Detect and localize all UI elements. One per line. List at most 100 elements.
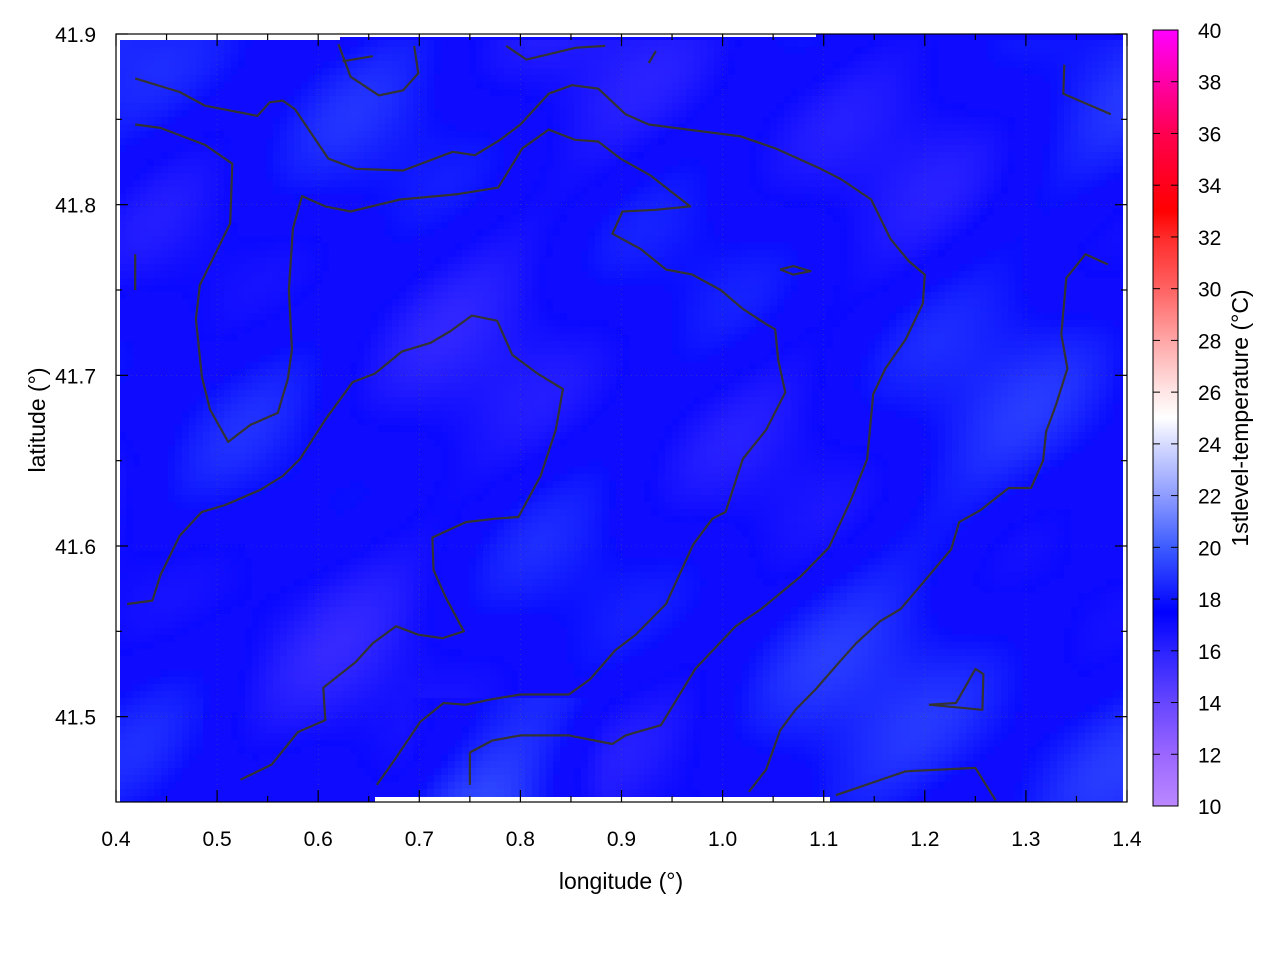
field-cell [616,264,623,271]
field-cell [1057,96,1064,103]
field-cell [336,75,343,82]
field-cell [224,313,231,320]
field-cell [889,327,896,334]
field-cell [658,236,665,243]
field-cell [812,82,819,89]
field-cell [518,89,525,96]
field-cell [749,173,756,180]
field-cell [126,68,133,75]
field-cell [385,348,392,355]
field-cell [665,110,672,117]
field-cell [658,96,665,103]
field-cell [847,152,854,159]
field-cell [931,152,938,159]
field-cell [581,257,588,264]
field-cell [497,383,504,390]
field-cell [1050,313,1057,320]
field-cell [658,194,665,201]
field-cell [595,180,602,187]
field-cell [826,306,833,313]
field-cell [1113,257,1120,264]
field-cell [357,173,364,180]
field-cell [903,173,910,180]
field-cell [434,152,441,159]
field-cell [1092,383,1099,390]
field-cell [1085,327,1092,334]
field-cell [994,110,1001,117]
field-cell [658,40,665,47]
field-cell [749,180,756,187]
field-cell [511,278,518,285]
field-cell [735,327,742,334]
field-cell [434,110,441,117]
field-cell [644,47,651,54]
field-cell [133,54,140,61]
field-cell [483,236,490,243]
field-cell [210,236,217,243]
field-cell [483,229,490,236]
field-cell [693,61,700,68]
field-cell [175,264,182,271]
field-cell [805,362,812,369]
field-cell [987,166,994,173]
field-cell [819,110,826,117]
field-cell [1085,180,1092,187]
field-cell [805,187,812,194]
field-cell [532,236,539,243]
field-cell [812,369,819,376]
field-cell [539,362,546,369]
field-cell [420,103,427,110]
field-cell [1113,222,1120,229]
field-cell [588,54,595,61]
field-cell [931,285,938,292]
field-cell [679,166,686,173]
field-cell [1085,68,1092,75]
field-cell [959,222,966,229]
field-cell [896,369,903,376]
field-cell [119,264,126,271]
field-cell [154,208,161,215]
field-cell [357,40,364,47]
field-cell [917,292,924,299]
field-cell [658,264,665,271]
field-cell [602,236,609,243]
field-cell [777,299,784,306]
field-cell [931,75,938,82]
field-cell [224,285,231,292]
field-cell [602,390,609,397]
field-cell [483,355,490,362]
field-cell [196,334,203,341]
field-cell [707,222,714,229]
field-cell [952,390,959,397]
field-cell [357,187,364,194]
field-cell [749,362,756,369]
field-cell [434,166,441,173]
field-cell [126,208,133,215]
field-cell [861,110,868,117]
field-cell [378,320,385,327]
field-cell [196,180,203,187]
field-cell [427,327,434,334]
field-cell [784,145,791,152]
field-cell [959,229,966,236]
field-cell [539,194,546,201]
field-cell [896,341,903,348]
field-cell [770,313,777,320]
field-cell [518,306,525,313]
field-cell [525,313,532,320]
field-cell [798,40,805,47]
field-cell [238,61,245,68]
field-cell [560,159,567,166]
field-cell [707,292,714,299]
field-cell [315,243,322,250]
field-cell [231,320,238,327]
field-cell [819,138,826,145]
field-cell [798,369,805,376]
field-cell [553,145,560,152]
field-cell [749,320,756,327]
field-cell [784,103,791,110]
field-cell [805,166,812,173]
field-cell [483,82,490,89]
field-cell [945,194,952,201]
field-cell [1008,362,1015,369]
